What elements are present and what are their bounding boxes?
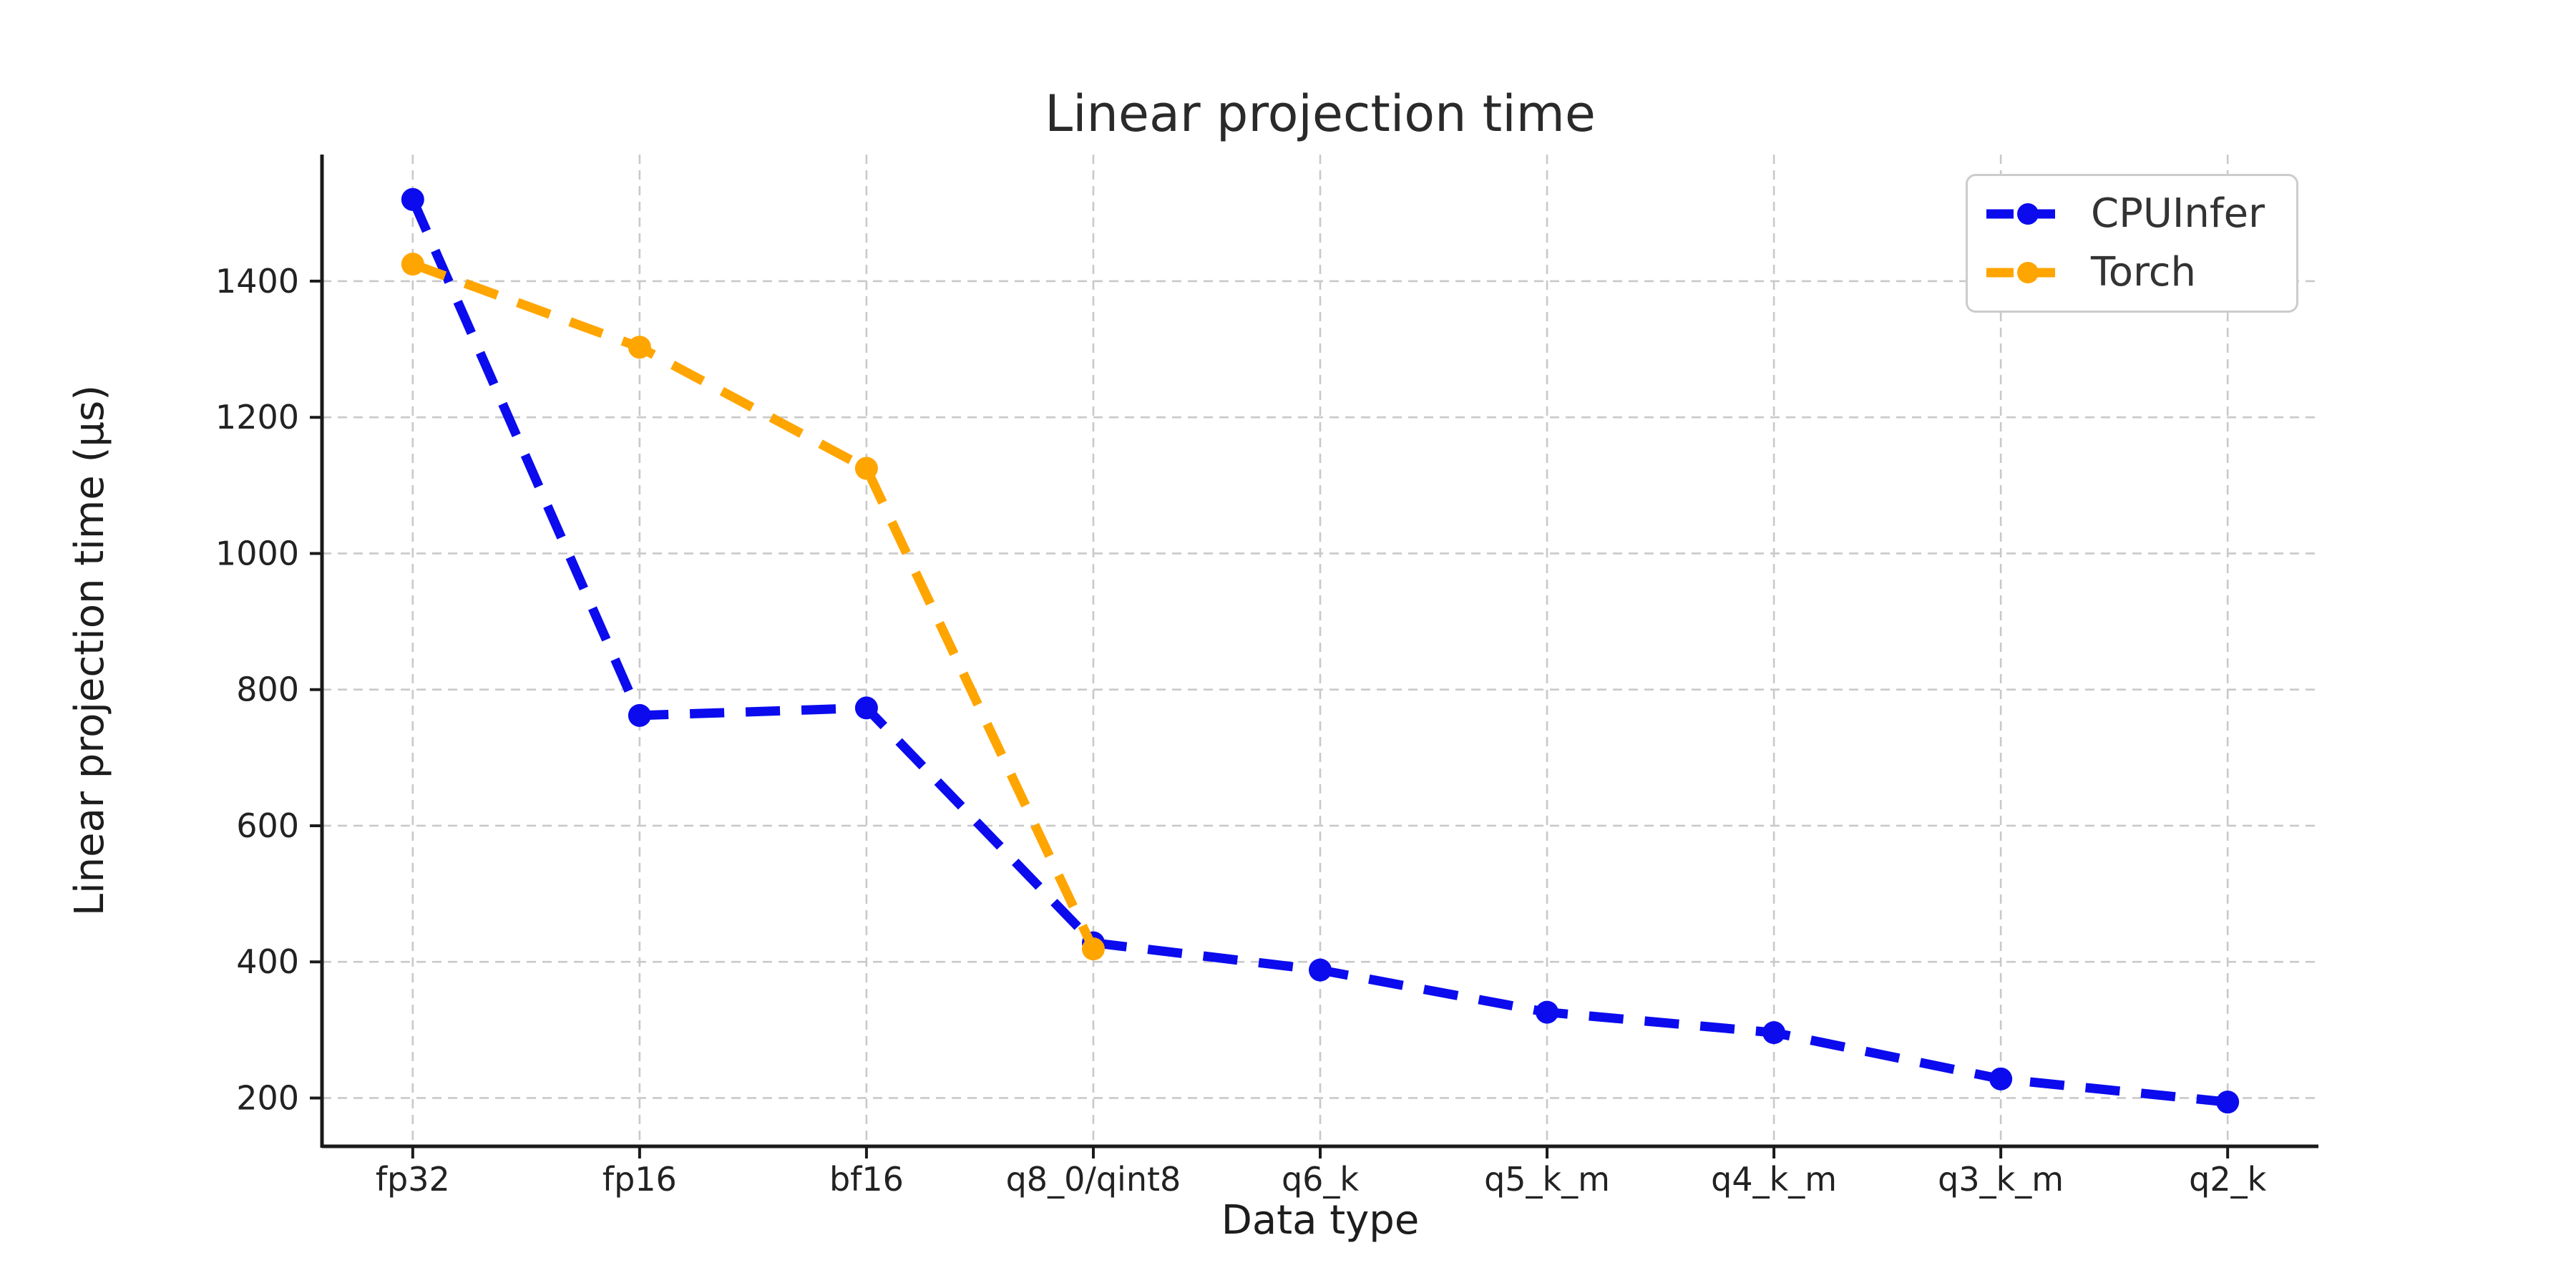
legend-item-cpuinfer: CPUInfer (1984, 194, 2296, 234)
y-tick-label: 800 (236, 670, 299, 709)
series-line-torch (411, 260, 1098, 951)
x-tick-label: q5_k_m (1484, 1160, 1610, 1199)
data-point-marker-cpuinfer (1309, 958, 1332, 982)
legend-marker-icon (2017, 261, 2039, 283)
data-point-marker-cpuinfer (628, 703, 651, 727)
chart-title: Linear projection time (1045, 84, 1596, 143)
data-point-marker-cpuinfer (1536, 1000, 1559, 1024)
legend-item-torch: Torch (1984, 248, 2296, 296)
x-tick-label: q8_0/qint8 (1006, 1160, 1181, 1199)
x-tick-label: q2_k (2189, 1160, 2266, 1199)
legend-label: CPUInfer (2091, 190, 2265, 238)
data-point-marker-cpuinfer (401, 187, 424, 211)
x-tick-label: fp32 (376, 1160, 450, 1199)
data-point-marker-torch (1081, 937, 1105, 961)
x-tick-label: fp16 (602, 1160, 677, 1199)
legend-marker-icon (2017, 203, 2039, 225)
x-tick-label: q6_k (1282, 1160, 1359, 1199)
y-tick-label: 200 (236, 1078, 299, 1117)
y-tick-label: 1400 (215, 262, 299, 301)
y-tick-label: 400 (236, 942, 299, 981)
legend-line-sample-icon (1986, 203, 2069, 225)
data-point-marker-torch (854, 457, 878, 480)
data-point-marker-cpuinfer (1762, 1021, 1786, 1045)
x-tick-label: q3_k_m (1938, 1160, 2064, 1199)
data-point-marker-cpuinfer (1989, 1067, 2013, 1091)
legend: CPUInfer Torch (1966, 174, 2298, 313)
x-axis-label: Data type (1221, 1197, 1420, 1244)
x-tick-label: bf16 (829, 1160, 904, 1199)
y-tick-label: 600 (236, 806, 299, 845)
y-axis-label: Linear projection time (μs) (67, 384, 113, 917)
data-point-marker-cpuinfer (854, 696, 878, 720)
legend-label: Torch (2091, 248, 2197, 296)
x-tick-label: q4_k_m (1711, 1160, 1837, 1199)
legend-line-sample-icon (1986, 261, 2069, 283)
data-point-marker-torch (401, 253, 424, 276)
data-point-marker-torch (628, 336, 651, 359)
y-tick-label: 1000 (215, 534, 299, 572)
data-point-marker-cpuinfer (2216, 1091, 2240, 1114)
y-tick-label: 1200 (215, 398, 299, 436)
